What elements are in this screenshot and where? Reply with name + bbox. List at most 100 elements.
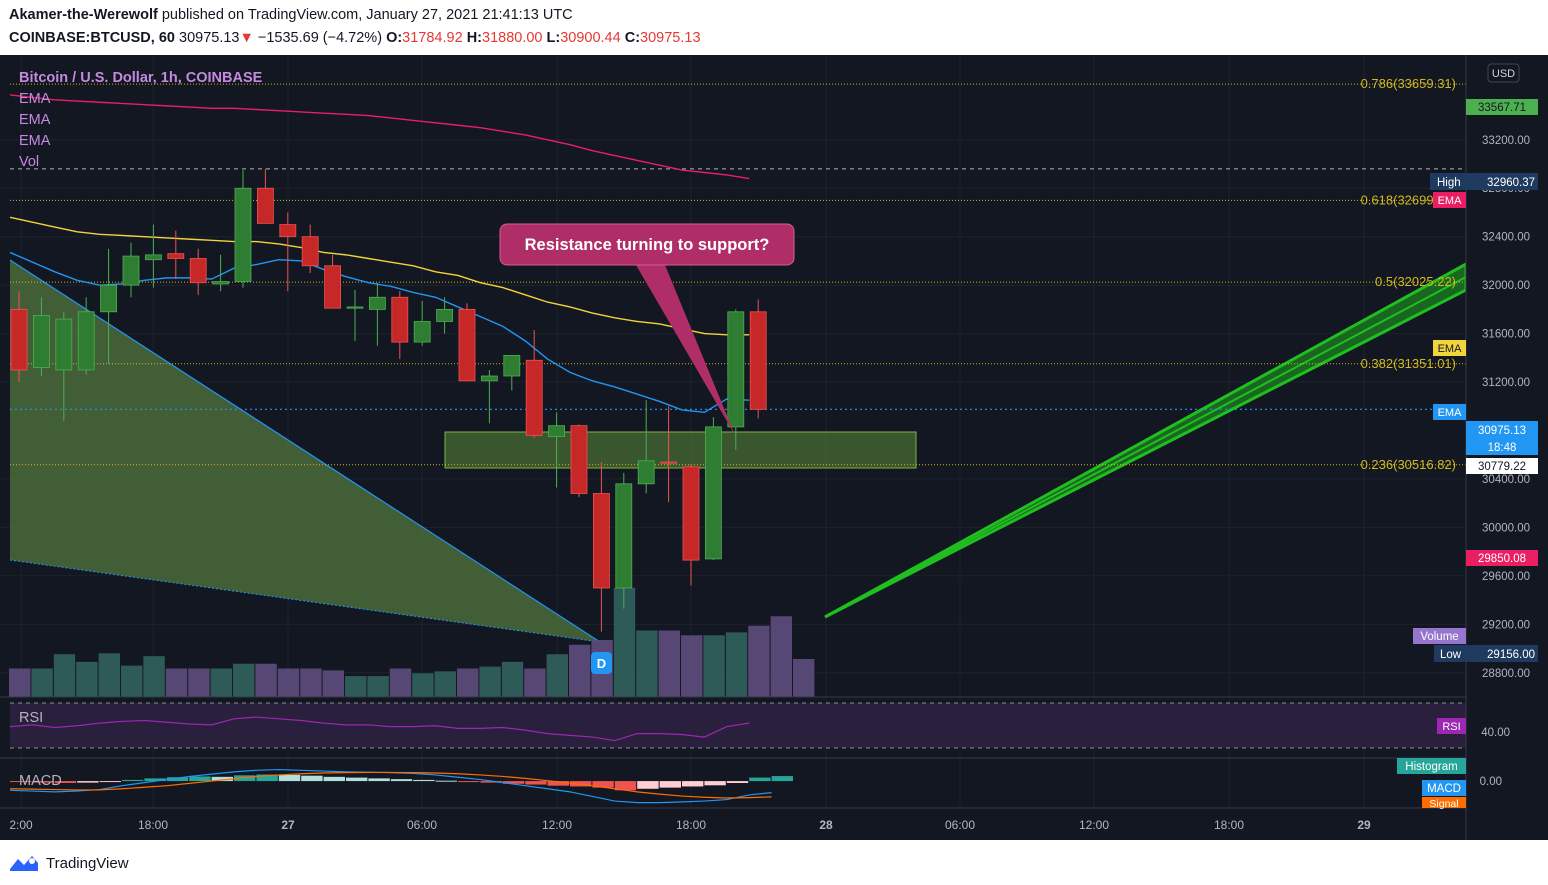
- price-tag-high-value: 32960.37: [1487, 177, 1535, 189]
- candle-body: [301, 236, 319, 267]
- price-tag-high: High 32960.37: [1430, 173, 1538, 190]
- author-name[interactable]: Akamer-the-Werewolf: [9, 7, 158, 23]
- volume-bar: [210, 668, 232, 697]
- time-tick-label: 27: [281, 818, 295, 832]
- rising-channel-midline[interactable]: [824, 276, 1467, 618]
- candle-body: [189, 258, 207, 284]
- candle-body: [368, 296, 386, 310]
- fibonacci-levels[interactable]: 0.786(33659.31) 0.618(32699.42) 0.5(32025.…: [10, 76, 1466, 472]
- annotation-callout[interactable]: [499, 223, 795, 266]
- tradingview-logo-icon: [10, 856, 38, 871]
- macd-histogram-bar: [211, 776, 233, 782]
- candle-body: [727, 311, 745, 428]
- price-tick-label: 29200.00: [1482, 619, 1530, 631]
- price-tag-fib-0786: 33567.71: [1466, 99, 1538, 115]
- price-tag-crosshair-text: 30779.22: [1478, 461, 1526, 473]
- open-label: O:: [386, 30, 403, 46]
- macd-histogram-bar: [480, 781, 502, 783]
- macd-histogram-bar: [144, 778, 166, 782]
- support-zone-box[interactable]: [444, 431, 917, 469]
- last-price: 30975.13: [179, 30, 240, 46]
- time-axis[interactable]: 2:00 18:00 27 06:00 12:00 18:00 28 06:00 12:00 18…: [9, 818, 1371, 832]
- low-value: 30900.44: [560, 30, 621, 46]
- volume-bar: [76, 661, 98, 697]
- macd-pane-title[interactable]: MACD: [19, 773, 62, 789]
- volume-bar: [53, 654, 76, 697]
- price-tag-macd: MACD: [1422, 780, 1466, 796]
- price-tag-rsi-text: RSI: [1442, 721, 1460, 733]
- price-tag-volume-text: Volume: [1420, 631, 1458, 643]
- price-tick-label: 30400.00: [1482, 474, 1530, 486]
- candle-body: [167, 253, 185, 259]
- legend-ema-2[interactable]: EMA: [19, 112, 51, 128]
- candle-body: [10, 308, 28, 371]
- symbol: COINBASE:BTCUSD, 60: [9, 30, 175, 46]
- dividend-event-marker[interactable]: [591, 652, 612, 674]
- rsi-band: [10, 703, 1466, 748]
- chart-canvas[interactable]: 0.786(33659.31) 0.618(32699.42) 0.5(32025.…: [0, 55, 1548, 840]
- price-change: −1535.69 (−4.72%): [257, 30, 383, 46]
- price-tag-fib-0786-text: 33567.71: [1478, 102, 1526, 114]
- macd-histogram-bar: [614, 781, 637, 791]
- price-tag-low-value: 29156.00: [1487, 649, 1535, 661]
- down-arrow-icon: ▼: [239, 30, 254, 46]
- wedge-lower-line[interactable]: [9, 559, 601, 643]
- macd-histogram-bar: [166, 777, 189, 782]
- macd-histogram-bar: [323, 776, 345, 782]
- price-tag-red-level: 29850.08: [1466, 550, 1538, 566]
- macd-histogram-bar: [368, 778, 390, 782]
- candle-body: [660, 461, 677, 464]
- volume-bar: [725, 632, 748, 697]
- candle-body: [346, 306, 364, 309]
- volume-bar: [546, 654, 568, 697]
- macd-histogram-bar: [346, 777, 368, 782]
- price-tick-label: 32000.00: [1482, 280, 1530, 292]
- volume-bar: [770, 616, 792, 697]
- brand-name: TradingView: [46, 854, 129, 872]
- time-tick-label: 06:00: [945, 818, 975, 832]
- time-tick-label: 12:00: [1079, 818, 1109, 832]
- time-tick-label: 18:00: [138, 818, 168, 832]
- volume-bar: [524, 668, 546, 697]
- candle-body: [480, 375, 498, 382]
- price-tick-label: 31600.00: [1482, 329, 1530, 341]
- macd-histogram-bar: [278, 774, 301, 782]
- volume-bar: [748, 625, 770, 697]
- macd-histogram-bar: [10, 781, 32, 783]
- candle-body: [458, 308, 476, 382]
- rsi-line: [9, 716, 750, 742]
- rsi-pane-title[interactable]: RSI: [19, 710, 43, 726]
- candle-body: [391, 296, 409, 343]
- macd-histogram-bar: [256, 774, 278, 782]
- price-tag-ema-yellow: EMA: [1433, 340, 1466, 356]
- volume-bar: [345, 676, 367, 697]
- tradingview-branding[interactable]: TradingView: [8, 848, 129, 878]
- macd-histogram-bar: [547, 781, 569, 786]
- macd-histogram-bar: [458, 781, 480, 783]
- macd-histogram-bar: [122, 779, 144, 782]
- legend-ema-3[interactable]: EMA: [19, 133, 51, 149]
- price-tag-red-level-text: 29850.08: [1478, 553, 1526, 565]
- chart-legend-title[interactable]: Bitcoin / U.S. Dollar, 1h, COINBASE: [19, 70, 263, 86]
- volume-bar: [367, 676, 389, 697]
- macd-histogram-bar: [301, 775, 323, 782]
- price-tag-signal-text: Signal: [1429, 798, 1458, 810]
- volume-bar: [277, 668, 300, 697]
- currency-button[interactable]: [1487, 63, 1520, 83]
- fib-level-label: 0.786(33659.31): [1361, 76, 1456, 91]
- currency-label: USD: [1492, 68, 1515, 80]
- candle-body: [682, 466, 700, 561]
- macd-histogram-bar: [704, 781, 726, 786]
- volume-bar: [636, 630, 658, 697]
- legend-vol[interactable]: Vol: [19, 154, 39, 170]
- candle-body: [212, 281, 230, 285]
- legend-ema-1[interactable]: EMA: [19, 91, 51, 107]
- volume-bar: [143, 656, 165, 697]
- macd-histogram-bar: [637, 781, 659, 789]
- high-value: 31880.00: [482, 30, 543, 46]
- macd-histogram-bar: [390, 779, 413, 782]
- volume-bar: [188, 668, 210, 697]
- high-label: H:: [466, 30, 482, 46]
- ema-line: [9, 216, 750, 336]
- price-tag-last-value: 30975.13: [1478, 425, 1526, 437]
